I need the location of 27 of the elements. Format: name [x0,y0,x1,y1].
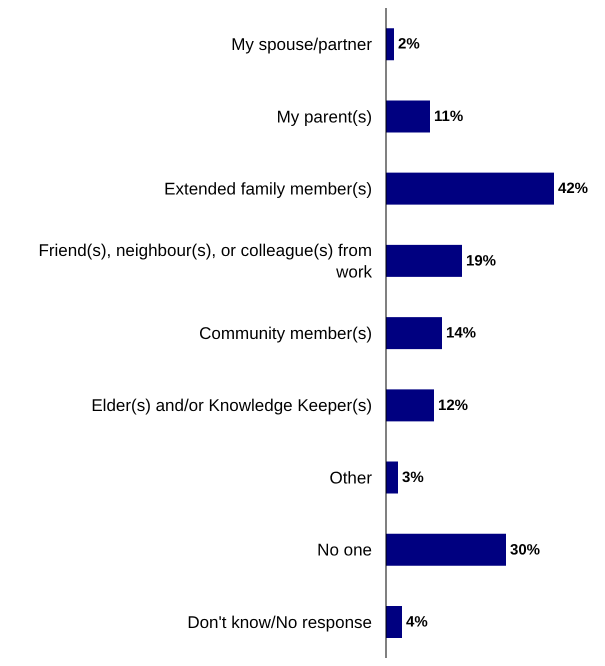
y-tick-label: My spouse/partner [231,34,372,54]
bar [386,317,442,350]
data-label: 19% [466,252,496,270]
data-label: 4% [406,614,428,630]
data-label: 3% [402,469,424,486]
data-label: 30% [510,541,540,558]
bar [386,172,554,205]
data-label: 2% [398,36,420,53]
y-tick-label: Other [329,468,372,487]
y-tick-label: Community member(s) [199,324,372,342]
bar [386,389,434,422]
data-label: 14% [446,324,476,342]
y-tick-label: Don't know/No response [187,612,372,632]
y-tick-label: Friend(s), neighbour(s), or colleague(s) from work [38,240,372,281]
y-tick-label: My parent(s) [276,106,372,126]
bar [386,534,506,566]
bar [386,244,462,277]
data-label: 11% [434,108,464,125]
bar [386,462,398,494]
y-tick-label: Elder(s) and/or Knowledge Keeper(s) [91,396,372,415]
bar [386,606,402,638]
data-label: 12% [438,396,468,414]
y-tick-label: Extended family member(s) [164,179,372,198]
bar [386,100,430,132]
y-tick-label: No one [317,540,372,560]
data-label: 42% [558,180,588,198]
bar [386,28,394,60]
